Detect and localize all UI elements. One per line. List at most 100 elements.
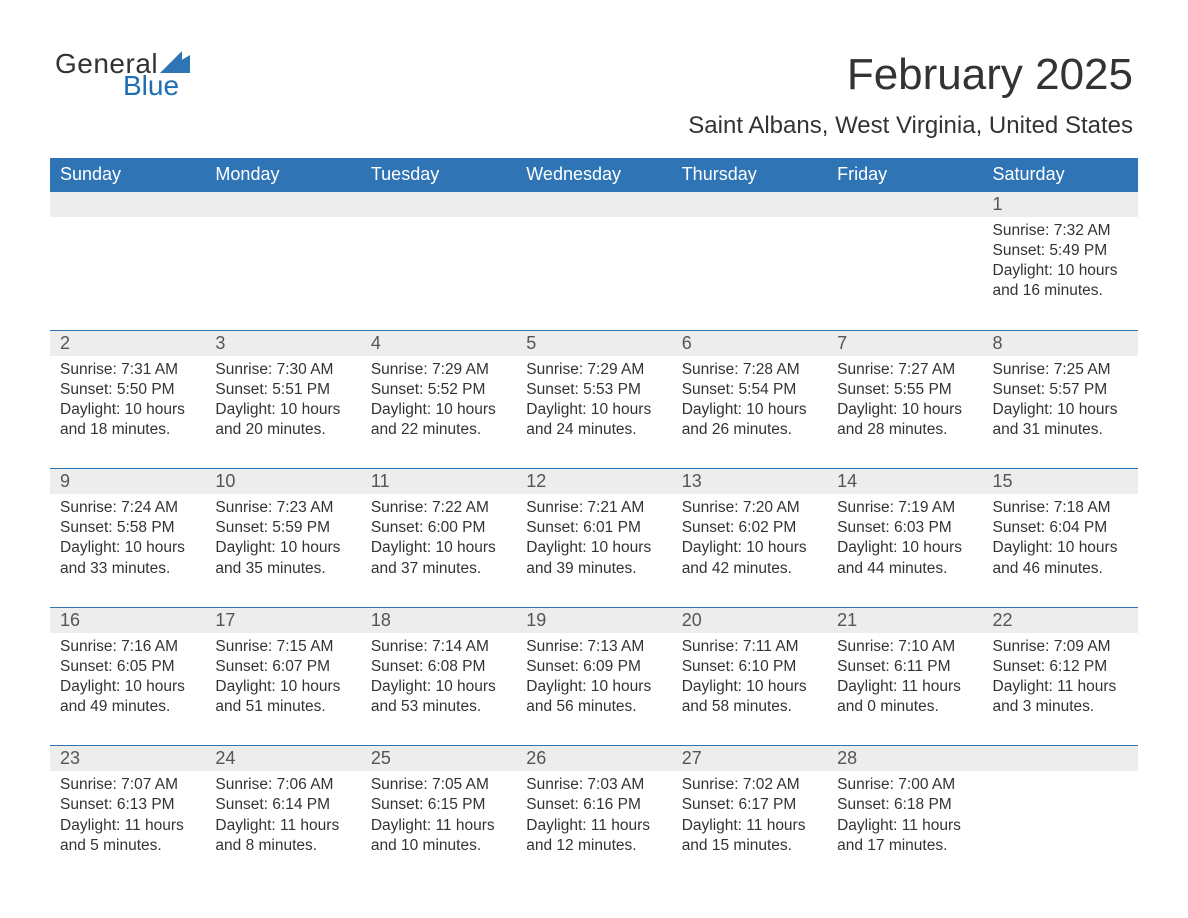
daynum-cell: 18: [361, 608, 516, 633]
day-cell: Sunrise: 7:24 AMSunset: 5:58 PMDaylight:…: [50, 494, 205, 607]
day-sunset: Sunset: 6:14 PM: [215, 795, 350, 815]
day-cell: Sunrise: 7:05 AMSunset: 6:15 PMDaylight:…: [361, 771, 516, 884]
daynum-cell: 25: [361, 746, 516, 771]
day-daylight2: and 18 minutes.: [60, 420, 195, 440]
day-sunset: Sunset: 5:49 PM: [993, 241, 1128, 261]
day-cell: Sunrise: 7:11 AMSunset: 6:10 PMDaylight:…: [672, 633, 827, 746]
day-daylight1: Daylight: 10 hours: [682, 677, 817, 697]
daynum-cell: [205, 192, 360, 217]
day-daylight1: Daylight: 11 hours: [682, 816, 817, 836]
week-2-body-row: Sunrise: 7:24 AMSunset: 5:58 PM Daylight:…: [50, 494, 1138, 607]
day-daylight1: Daylight: 10 hours: [682, 400, 817, 420]
day-sunset: Sunset: 5:58 PM: [60, 518, 195, 538]
day-cell: [672, 217, 827, 330]
day-sunrise: Sunrise: 7:27 AM: [837, 360, 972, 380]
day-daylight2: and 35 minutes.: [215, 559, 350, 579]
daynum-cell: 23: [50, 746, 205, 771]
day-sunset: Sunset: 5:54 PM: [682, 380, 817, 400]
day-daylight2: and 3 minutes.: [993, 697, 1128, 717]
day-daylight2: and 39 minutes.: [526, 559, 661, 579]
day-daylight2: and 42 minutes.: [682, 559, 817, 579]
daynum-cell: 10: [205, 469, 360, 494]
day-cell: Sunrise: 7:18 AMSunset: 6:04 PMDaylight:…: [983, 494, 1138, 607]
day-cell: Sunrise: 7:27 AMSunset: 5:55 PMDaylight:…: [827, 356, 982, 469]
day-daylight1: Daylight: 11 hours: [993, 677, 1128, 697]
logo: General Blue: [55, 50, 190, 100]
day-daylight1: Daylight: 10 hours: [215, 677, 350, 697]
day-daylight2: and 33 minutes.: [60, 559, 195, 579]
day-daylight1: Daylight: 11 hours: [371, 816, 506, 836]
day-sunset: Sunset: 6:09 PM: [526, 657, 661, 677]
daynum-cell: [361, 192, 516, 217]
day-daylight2: and 24 minutes.: [526, 420, 661, 440]
week-0-body-row: Sunrise: 7:32 AMSunset: 5:49 PMDaylight:…: [50, 217, 1138, 330]
calendar-grid: SundayMondayTuesdayWednesdayThursdayFrid…: [50, 158, 1138, 884]
day-daylight2: and 44 minutes.: [837, 559, 972, 579]
day-daylight2: and 46 minutes.: [993, 559, 1128, 579]
day-cell: [50, 217, 205, 330]
days-of-week-header: SundayMondayTuesdayWednesdayThursdayFrid…: [50, 158, 1138, 192]
day-sunset: Sunset: 6:02 PM: [682, 518, 817, 538]
day-daylight2: and 12 minutes.: [526, 836, 661, 856]
day-sunrise: Sunrise: 7:07 AM: [60, 775, 195, 795]
day-sunset: Sunset: 5:57 PM: [993, 380, 1128, 400]
day-sunset: Sunset: 6:15 PM: [371, 795, 506, 815]
calendar-page: General Blue February 2025 Saint Albans,…: [0, 0, 1188, 918]
day-daylight2: and 53 minutes.: [371, 697, 506, 717]
day-daylight1: Daylight: 10 hours: [60, 400, 195, 420]
daynum-cell: 4: [361, 331, 516, 356]
day-cell: Sunrise: 7:19 AMSunset: 6:03 PMDaylight:…: [827, 494, 982, 607]
day-daylight1: Daylight: 10 hours: [60, 677, 195, 697]
day-sunrise: Sunrise: 7:30 AM: [215, 360, 350, 380]
day-sunrise: Sunrise: 7:25 AM: [993, 360, 1128, 380]
day-sunset: Sunset: 6:07 PM: [215, 657, 350, 677]
daynum-cell: 5: [516, 331, 671, 356]
day-sunrise: Sunrise: 7:15 AM: [215, 637, 350, 657]
daynum-cell: 9: [50, 469, 205, 494]
day-cell: Sunrise: 7:21 AMSunset: 6:01 PMDaylight:…: [516, 494, 671, 607]
daynum-cell: [672, 192, 827, 217]
daynum-cell: 3: [205, 331, 360, 356]
day-daylight1: Daylight: 10 hours: [215, 400, 350, 420]
week-3-daynum-row: 16171819202122: [50, 607, 1138, 633]
day-cell: Sunrise: 7:00 AMSunset: 6:18 PMDaylight:…: [827, 771, 982, 884]
day-sunset: Sunset: 6:00 PM: [371, 518, 506, 538]
day-sunset: Sunset: 6:18 PM: [837, 795, 972, 815]
day-sunset: Sunset: 6:01 PM: [526, 518, 661, 538]
week-3-body-row: Sunrise: 7:16 AMSunset: 6:05 PMDaylight:…: [50, 633, 1138, 746]
dow-tuesday: Tuesday: [361, 158, 516, 192]
daynum-cell: 6: [672, 331, 827, 356]
daynum-cell: 21: [827, 608, 982, 633]
day-cell: Sunrise: 7:10 AMSunset: 6:11 PMDaylight:…: [827, 633, 982, 746]
day-sunset: Sunset: 5:59 PM: [215, 518, 350, 538]
day-cell: Sunrise: 7:03 AMSunset: 6:16 PMDaylight:…: [516, 771, 671, 884]
day-sunrise: Sunrise: 7:06 AM: [215, 775, 350, 795]
week-1-body-row: Sunrise: 7:31 AMSunset: 5:50 PMDaylight:…: [50, 356, 1138, 469]
day-sunset: Sunset: 5:50 PM: [60, 380, 195, 400]
day-cell: [983, 771, 1138, 884]
day-sunset: Sunset: 6:12 PM: [993, 657, 1128, 677]
dow-sunday: Sunday: [50, 158, 205, 192]
daynum-cell: 19: [516, 608, 671, 633]
day-sunrise: Sunrise: 7:31 AM: [60, 360, 195, 380]
day-daylight1: Daylight: 10 hours: [215, 538, 350, 558]
day-sunrise: Sunrise: 7:28 AM: [682, 360, 817, 380]
day-daylight2: and 56 minutes.: [526, 697, 661, 717]
day-cell: Sunrise: 7:09 AMSunset: 6:12 PMDaylight:…: [983, 633, 1138, 746]
daynum-cell: [516, 192, 671, 217]
daynum-cell: 27: [672, 746, 827, 771]
week-1-daynum-row: 2345678: [50, 330, 1138, 356]
daynum-cell: 28: [827, 746, 982, 771]
day-daylight2: and 49 minutes.: [60, 697, 195, 717]
daynum-cell: 24: [205, 746, 360, 771]
day-sunset: Sunset: 6:13 PM: [60, 795, 195, 815]
day-cell: Sunrise: 7:32 AMSunset: 5:49 PMDaylight:…: [983, 217, 1138, 330]
day-cell: Sunrise: 7:16 AMSunset: 6:05 PMDaylight:…: [50, 633, 205, 746]
day-daylight1: Daylight: 10 hours: [526, 677, 661, 697]
day-sunrise: Sunrise: 7:24 AM: [60, 498, 195, 518]
day-daylight2: and 22 minutes.: [371, 420, 506, 440]
daynum-cell: 7: [827, 331, 982, 356]
day-sunrise: Sunrise: 7:21 AM: [526, 498, 661, 518]
day-sunrise: Sunrise: 7:29 AM: [526, 360, 661, 380]
day-sunrise: Sunrise: 7:22 AM: [371, 498, 506, 518]
